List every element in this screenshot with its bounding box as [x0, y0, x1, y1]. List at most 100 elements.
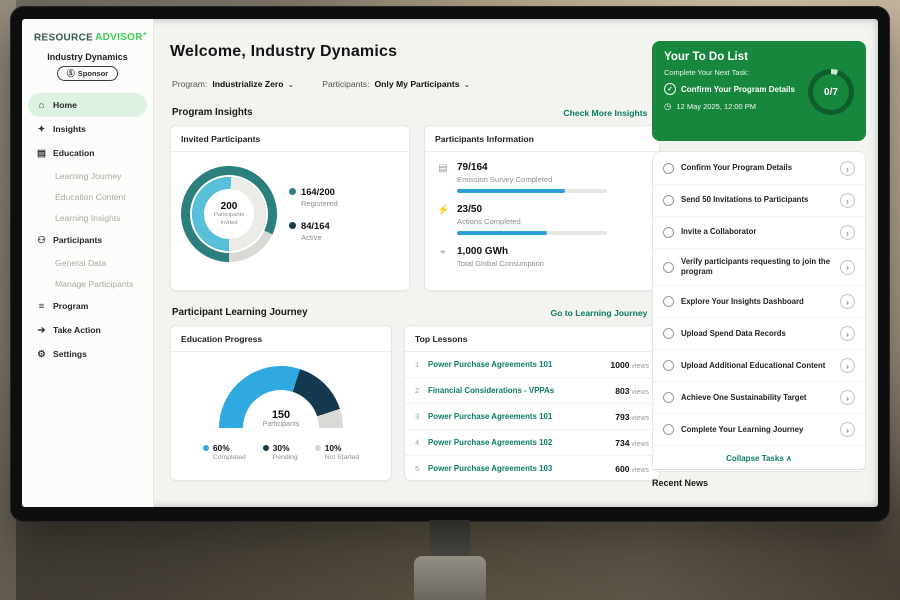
- tasks-list: Confirm Your Program Details › Send 50 Inv…: [653, 153, 865, 447]
- task-checkbox[interactable]: [663, 261, 674, 273]
- sidebar-item-program[interactable]: ≡ Program: [28, 294, 147, 318]
- brand-logo: RESOURCE ADVISOR+: [22, 19, 153, 43]
- sidebar-item-label: Education: [53, 148, 95, 159]
- lesson-rank: 3: [415, 412, 420, 421]
- todo-task-row[interactable]: Explore Your Insights Dashboard ›: [653, 286, 865, 319]
- task-label: Explore Your Insights Dashboard: [681, 296, 804, 306]
- todo-task-row[interactable]: Invite a Collaborator ›: [653, 217, 865, 249]
- lesson-views: 793 views: [615, 411, 649, 422]
- chevron-right-icon[interactable]: ›: [840, 390, 855, 406]
- sidebar-item-insights[interactable]: ✦ Insights: [28, 117, 147, 141]
- learning-journey-section-header: Participant Learning Journey Go to Learn…: [172, 307, 660, 318]
- chevron-right-icon[interactable]: ›: [840, 294, 855, 310]
- sidebar: RESOURCE ADVISOR+ Industry Dynamics Ⓢ Spo…: [22, 19, 154, 507]
- recent-news-header: Recent News: [652, 469, 866, 488]
- chevron-right-icon[interactable]: ›: [840, 358, 855, 374]
- invited-card-body: 200 Participants Invited 164/200 Register…: [171, 152, 409, 276]
- lesson-rank: 5: [415, 464, 420, 473]
- task-checkbox[interactable]: [663, 195, 674, 206]
- chevron-right-icon[interactable]: ›: [840, 193, 855, 208]
- sidebar-item-home[interactable]: ⌂ Home: [28, 93, 147, 118]
- recent-news-label: Recent News: [652, 478, 709, 488]
- program-insights-section-header: Program Insights Check More Insights→: [172, 107, 660, 118]
- chevron-right-icon[interactable]: ›: [840, 225, 855, 240]
- task-checkbox[interactable]: [663, 392, 674, 404]
- sidebar-item-settings[interactable]: ⚙ Settings: [28, 342, 147, 366]
- lesson-link[interactable]: Power Purchase Agreements 103: [428, 464, 553, 473]
- task-checkbox[interactable]: [663, 424, 674, 436]
- task-checkbox[interactable]: [663, 328, 674, 340]
- lesson-link[interactable]: Power Purchase Agreements 101: [428, 360, 553, 369]
- task-label: Invite a Collaborator: [681, 227, 757, 237]
- card-title: Education Progress: [171, 326, 391, 352]
- task-label: Upload Additional Educational Content: [681, 360, 826, 370]
- lesson-row: 3 Power Purchase Agreements 101 793 views: [405, 404, 659, 430]
- sidebar-item-learning-journey[interactable]: Learning Journey: [55, 170, 122, 181]
- todo-subtitle: Complete Your Next Task:: [664, 68, 749, 77]
- lesson-link[interactable]: Financial Considerations - VPPAs: [428, 386, 555, 395]
- todo-task-row[interactable]: Upload Additional Educational Content ›: [653, 350, 865, 383]
- sidebar-item-education[interactable]: ▤ Education: [28, 141, 147, 165]
- gauge-pct: 60%: [212, 443, 230, 453]
- todo-task-row[interactable]: Achieve One Sustainability Target ›: [653, 382, 865, 415]
- gauge-pct: 30%: [272, 443, 290, 453]
- chevron-right-icon[interactable]: ›: [840, 161, 855, 176]
- lesson-rank: 2: [415, 386, 420, 395]
- todo-next-task[interactable]: ✓ Confirm Your Program Details: [664, 83, 802, 95]
- legend-label: Active: [301, 233, 322, 242]
- sidebar-item-manage-participants[interactable]: Manage Participants: [55, 278, 134, 289]
- brand-secondary: ADVISOR: [95, 32, 143, 44]
- top-lessons-card: Top Lessons 1 Power Purchase Agreements 1…: [404, 325, 660, 481]
- chevron-right-icon[interactable]: ›: [840, 259, 855, 275]
- go-to-learning-journey-link[interactable]: Go to Learning Journey→: [550, 308, 660, 318]
- task-checkbox[interactable]: [663, 227, 674, 238]
- todo-task-row[interactable]: Verify participants requesting to join t…: [653, 249, 865, 287]
- card-title: Invited Participants: [171, 126, 409, 152]
- link-label: Check More Insights: [563, 107, 648, 118]
- gauge-label: Completed: [212, 454, 246, 461]
- sponsor-icon: Ⓢ: [66, 69, 75, 79]
- stat-value: 23/50: [457, 204, 483, 215]
- chevron-right-icon[interactable]: ›: [840, 422, 855, 438]
- program-filter-dropdown[interactable]: Program: Industrialize Zero ⌄: [172, 79, 294, 89]
- sponsor-badge-label: Sponsor: [77, 69, 109, 79]
- ring-inner: [813, 74, 849, 110]
- info-stats: ▤ 79/164 Emission Survey Completed ⚡ 23/50 Ac…: [425, 152, 659, 294]
- education-progress-card: Education Progress 150 Participants 60% C…: [170, 325, 392, 481]
- filters-row: Program: Industrialize Zero ⌄ Participan…: [172, 79, 470, 89]
- sidebar-item-general-data[interactable]: General Data: [55, 257, 107, 268]
- card-title: Participants Information: [425, 126, 659, 152]
- participants-filter-dropdown[interactable]: Participants: Only My Participants ⌄: [322, 79, 470, 89]
- chevron-right-icon[interactable]: ›: [840, 326, 855, 342]
- lesson-link[interactable]: Power Purchase Agreements 101: [428, 412, 553, 421]
- sidebar-item-participants[interactable]: ⚇ Participants: [28, 228, 147, 252]
- task-checkbox[interactable]: [663, 296, 674, 308]
- task-checkbox[interactable]: [663, 360, 674, 372]
- task-checkbox[interactable]: [663, 163, 674, 174]
- sidebar-item-learning-insights[interactable]: Learning Insights: [55, 212, 121, 223]
- link-label: Go to Learning Journey: [550, 307, 648, 318]
- todo-datetime: ◷ 12 May 2025, 12:00 PM: [664, 101, 854, 112]
- todo-task-row[interactable]: Upload Spend Data Records ›: [653, 318, 865, 351]
- sidebar-item-take-action[interactable]: ➔ Take Action: [28, 318, 147, 342]
- participants-icon: ⚇: [37, 234, 46, 246]
- check-more-insights-link[interactable]: Check More Insights→: [563, 108, 660, 118]
- todo-task-row[interactable]: Send 50 Invitations to Participants ›: [653, 185, 865, 217]
- todo-task-row[interactable]: Confirm Your Program Details ›: [653, 153, 865, 185]
- legend-dot: [202, 445, 209, 451]
- chevron-up-icon: ∧: [786, 454, 792, 464]
- task-label: Complete Your Learning Journey: [681, 424, 804, 434]
- participants-filter-label: Participants:: [322, 79, 370, 89]
- tasks-card: Confirm Your Program Details › Send 50 Inv…: [652, 151, 866, 473]
- sidebar-item-education-content[interactable]: Education Content: [55, 191, 126, 202]
- lesson-link[interactable]: Power Purchase Agreements 102: [428, 438, 553, 447]
- collapse-tasks-link[interactable]: Collapse Tasks ∧: [653, 446, 865, 470]
- consumption-icon: ⌖: [440, 247, 446, 258]
- legend-value: 164/200: [301, 186, 335, 197]
- donut-center-value: 200: [220, 201, 238, 213]
- sidebar-item-label: Settings: [53, 349, 87, 360]
- todo-task-row[interactable]: Complete Your Learning Journey ›: [653, 414, 865, 447]
- lesson-views: 1000 views: [610, 359, 649, 370]
- todo-card: Your To Do List Complete Your Next Task:…: [652, 41, 866, 141]
- legend-value: 84/164: [301, 220, 330, 231]
